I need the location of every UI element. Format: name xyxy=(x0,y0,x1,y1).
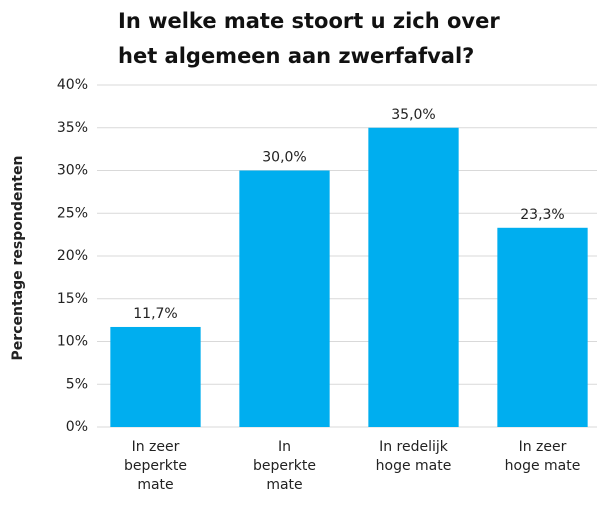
y-tick-label: 20% xyxy=(57,248,88,264)
x-tick-label: In xyxy=(278,439,291,455)
bar xyxy=(368,127,459,427)
x-tick-label: mate xyxy=(266,477,302,493)
y-tick-label: 0% xyxy=(66,419,88,435)
y-tick-label: 5% xyxy=(66,376,88,392)
x-tick-label: hoge mate xyxy=(376,458,452,474)
bar xyxy=(110,326,201,427)
y-tick-label: 25% xyxy=(57,205,88,221)
data-label: 11,7% xyxy=(133,306,177,322)
x-tick-label: In zeer xyxy=(132,439,180,455)
x-tick-label: mate xyxy=(137,477,173,493)
x-tick-label: hoge mate xyxy=(505,458,581,474)
y-tick-label: 10% xyxy=(57,334,88,350)
chart-title: In welke mate stoort u zich over xyxy=(118,9,500,33)
y-tick-label: 40% xyxy=(57,77,88,93)
x-tick-label: beperkte xyxy=(253,458,316,474)
y-axis-label: Percentage respondenten xyxy=(10,156,26,361)
data-label: 35,0% xyxy=(391,107,435,123)
bar xyxy=(239,170,330,427)
x-tick-label: In redelijk xyxy=(379,439,449,455)
bar xyxy=(497,227,588,427)
y-tick-label: 30% xyxy=(57,163,88,179)
y-tick-label: 35% xyxy=(57,120,88,136)
x-tick-label: In zeer xyxy=(519,439,567,455)
y-tick-label: 15% xyxy=(57,291,88,307)
data-label: 30,0% xyxy=(262,150,306,166)
chart-title: het algemeen aan zwerfafval? xyxy=(118,44,474,68)
data-label: 23,3% xyxy=(520,207,564,223)
x-tick-label: beperkte xyxy=(124,458,187,474)
